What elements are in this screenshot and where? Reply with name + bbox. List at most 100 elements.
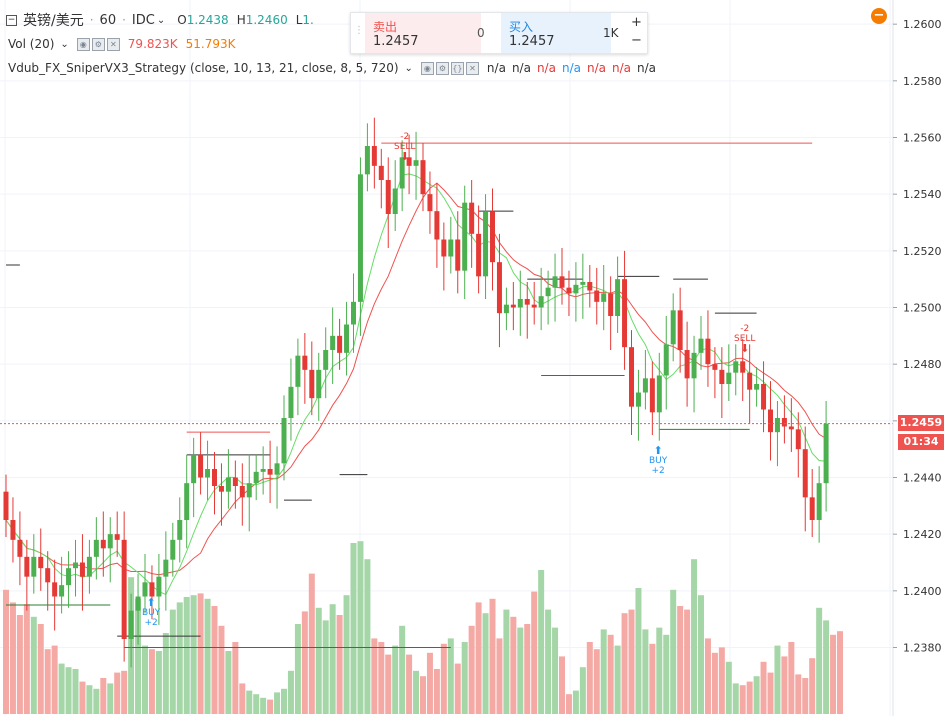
- volume-bar: [809, 658, 816, 714]
- candle-body: [246, 483, 252, 498]
- volume-bar: [16, 615, 23, 714]
- volume-bar: [684, 609, 691, 714]
- low-key: L: [295, 13, 303, 27]
- candle-body: [740, 361, 746, 373]
- candle-body: [79, 562, 85, 577]
- eye-icon[interactable]: ◉: [420, 61, 434, 75]
- candle-body: [677, 310, 683, 350]
- volume-bar: [698, 595, 704, 714]
- volume-bar: [447, 638, 454, 714]
- strategy-value: n/a: [637, 61, 657, 75]
- eye-icon[interactable]: ◉: [76, 37, 90, 51]
- volume-bar: [670, 589, 677, 714]
- volume-bar: [760, 661, 767, 714]
- candle-body: [281, 418, 287, 464]
- candle-body: [580, 282, 586, 285]
- price-axis[interactable]: 1.2600 1.2580 1.2560 1.2540 1.2520 1.2500 1.24…: [893, 18, 942, 655]
- candle-body: [594, 290, 600, 302]
- sell-button[interactable]: 卖出 1.2457: [365, 13, 481, 53]
- candle-body: [663, 344, 669, 376]
- volume-bar: [93, 688, 100, 714]
- strategy-value: n/a: [511, 61, 531, 75]
- alert-icon[interactable]: −: [871, 8, 887, 24]
- volume-bar: [253, 694, 260, 714]
- volume-bar: [586, 642, 593, 714]
- volume-bar: [72, 669, 79, 714]
- candle-body: [427, 194, 433, 212]
- volume-bar: [816, 607, 823, 714]
- volume-bar: [704, 638, 711, 714]
- gear-icon[interactable]: ⚙: [435, 61, 449, 75]
- volume-bar: [635, 588, 642, 714]
- candle-body: [698, 338, 704, 353]
- volume-bar: [837, 631, 843, 714]
- arrow-down-icon: ⬇: [740, 342, 750, 355]
- candles: [3, 117, 829, 668]
- volume-bar: [51, 645, 58, 714]
- candle-body: [267, 469, 273, 475]
- candle-body: [761, 384, 767, 410]
- close-icon[interactable]: ✕: [106, 37, 120, 51]
- volume-bar: [197, 593, 204, 714]
- minus-button[interactable]: −: [631, 33, 642, 48]
- quantity-value[interactable]: 1K: [603, 26, 619, 40]
- volume-bar: [621, 613, 628, 714]
- candle-body: [809, 497, 815, 520]
- chevron-down-icon[interactable]: ⌄: [156, 14, 166, 26]
- candle-body: [455, 239, 461, 271]
- candle-body: [260, 469, 266, 472]
- volume-bar: [232, 642, 239, 714]
- candle-body: [357, 174, 363, 302]
- signal-label: SELL: [394, 142, 416, 152]
- volume-bar: [475, 602, 482, 714]
- candle-body: [733, 361, 739, 373]
- buy-button[interactable]: 买入 1.2457: [501, 13, 611, 53]
- open-key: O: [177, 13, 187, 27]
- volume-bar: [482, 613, 489, 714]
- volume-value-2: 51.793K: [185, 37, 236, 51]
- volume-bar: [524, 624, 531, 714]
- interval[interactable]: 60: [99, 12, 117, 28]
- strategy-value: n/a: [561, 61, 581, 75]
- sell-price: 1.2457: [373, 34, 419, 49]
- volume-bar: [350, 543, 357, 714]
- candle-body: [177, 520, 183, 540]
- candle-body: [184, 483, 190, 520]
- volume-bar: [656, 627, 663, 714]
- gear-icon[interactable]: ⚙: [91, 37, 105, 51]
- candle-body: [142, 582, 148, 597]
- buy-signal: ⬆ BUY +2: [142, 597, 160, 628]
- candle-body: [823, 423, 829, 484]
- plus-button[interactable]: +: [631, 15, 642, 30]
- collapse-icon[interactable]: −: [6, 14, 17, 26]
- candle-body: [86, 556, 92, 577]
- chevron-down-icon[interactable]: ⌄: [404, 62, 413, 74]
- candle-body: [531, 304, 537, 308]
- volume-bar: [774, 645, 781, 714]
- close-icon[interactable]: ✕: [465, 61, 479, 75]
- volume-bar: [802, 678, 809, 714]
- candle-body: [726, 372, 732, 384]
- candle-body: [476, 233, 482, 277]
- separator-dot: ·: [122, 13, 126, 27]
- candle-body: [788, 426, 794, 430]
- volume-label[interactable]: Vol (20): [8, 37, 55, 51]
- candle-body: [656, 375, 662, 413]
- drag-handle-icon[interactable]: ⋮⋮: [354, 25, 374, 36]
- volume-bar: [767, 672, 774, 714]
- chevron-down-icon[interactable]: ⌄: [60, 38, 69, 50]
- sell-signal: -2 SELL ⬇: [734, 324, 755, 354]
- symbol-legend: − 英镑/美元 · 60 · IDC ⌄ O 1.2438 H 1.2460 L…: [6, 10, 314, 30]
- volume-bar: [44, 649, 51, 714]
- candle-body: [330, 335, 336, 350]
- volume-bar: [121, 670, 128, 714]
- volume-bar: [788, 642, 795, 714]
- volume-bar: [718, 647, 725, 714]
- candle-body: [462, 202, 468, 271]
- strategy-label[interactable]: Vdub_FX_SniperVX3_Strategy (close, 10, 1…: [8, 61, 399, 75]
- volume-bar: [628, 609, 635, 714]
- volume-bar: [739, 685, 746, 714]
- code-icon[interactable]: {}: [450, 61, 464, 75]
- symbol-name[interactable]: 英镑/美元: [23, 13, 84, 29]
